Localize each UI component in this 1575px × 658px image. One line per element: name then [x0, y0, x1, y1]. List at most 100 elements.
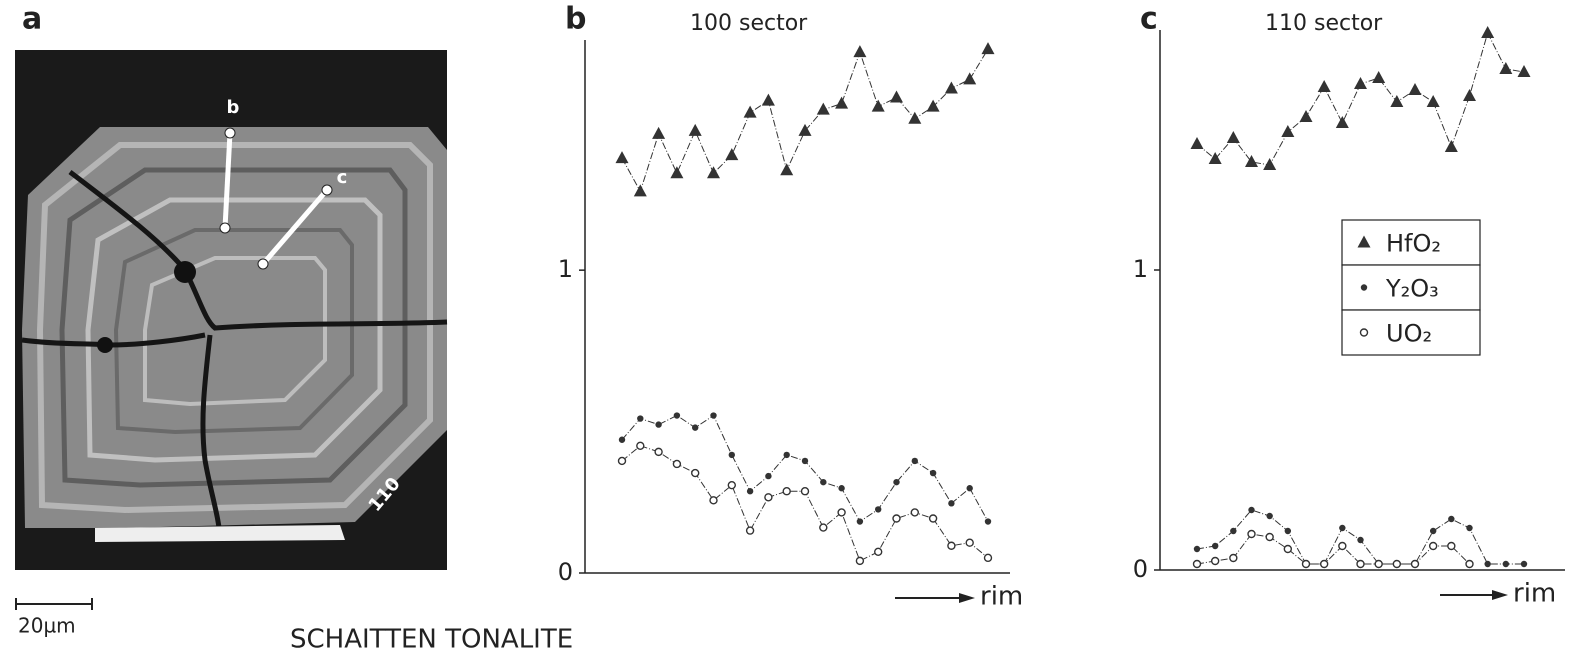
marker: [1372, 71, 1386, 83]
marker: [765, 472, 772, 480]
marker: [709, 496, 718, 505]
marker: [820, 478, 827, 486]
marker: [1284, 527, 1292, 535]
image-label: b: [227, 97, 240, 118]
marker: [1283, 544, 1293, 554]
series-line: [1196, 533, 1470, 565]
caption: SCHAITTEN TONALITE: [290, 625, 573, 655]
marker: [1192, 559, 1202, 569]
y-tick-label: 1: [558, 255, 573, 283]
marker: [911, 457, 918, 465]
marker: [1281, 125, 1295, 137]
marker: [1193, 545, 1201, 553]
y-tick-label: 0: [558, 558, 573, 586]
marker: [618, 436, 626, 443]
marker: [984, 518, 992, 525]
marker: [688, 123, 702, 136]
marker: [1520, 560, 1528, 568]
marker: [1481, 26, 1495, 38]
marker: [853, 45, 867, 58]
profile-end: [257, 258, 269, 270]
marker: [798, 123, 812, 136]
profile-line: [222, 132, 233, 229]
marker: [908, 111, 922, 124]
marker: [1354, 77, 1367, 89]
marker: [1374, 559, 1383, 569]
x-axis-label: rim: [1513, 579, 1556, 609]
marker: [1359, 328, 1369, 337]
series-line: [621, 48, 989, 193]
rim-arrow-head: [1492, 590, 1508, 600]
marker: [783, 451, 790, 459]
panel-label: b: [565, 2, 586, 37]
marker: [948, 500, 955, 507]
zone: [36, 142, 433, 514]
x-axis-label: rim: [980, 582, 1023, 612]
micrograph: [15, 50, 448, 570]
marker: [1392, 559, 1402, 569]
panel-label: a: [22, 2, 42, 37]
marker: [1266, 512, 1273, 520]
marker: [1265, 532, 1274, 542]
zone: [143, 256, 327, 407]
marker: [1210, 556, 1220, 566]
marker: [1466, 524, 1473, 532]
marker: [637, 415, 644, 422]
marker: [1499, 62, 1513, 74]
marker: [654, 447, 663, 457]
marker: [983, 553, 993, 563]
marker: [1444, 140, 1458, 152]
marker: [764, 493, 773, 502]
marker: [761, 93, 775, 106]
marker: [1484, 560, 1491, 568]
inclusion: [174, 261, 196, 283]
y-tick-label: 0: [1133, 555, 1148, 583]
marker: [965, 538, 974, 547]
marker: [710, 412, 717, 419]
marker: [1226, 131, 1240, 143]
marker: [692, 424, 699, 431]
marker: [782, 487, 791, 496]
marker: [652, 126, 666, 139]
marker: [838, 485, 845, 492]
marker: [707, 166, 720, 179]
marker: [926, 99, 940, 112]
marker: [780, 163, 794, 176]
marker: [1356, 559, 1365, 569]
marker: [801, 457, 809, 465]
marker: [1357, 235, 1371, 248]
marker: [655, 421, 662, 428]
marker: [874, 547, 883, 557]
marker: [1317, 80, 1331, 92]
series-line: [1196, 31, 1525, 166]
marker: [800, 487, 810, 496]
chart-title: 110 sector: [1265, 11, 1383, 36]
marker: [1229, 553, 1238, 563]
marker: [1230, 527, 1237, 535]
marker: [672, 459, 682, 469]
marker: [1248, 506, 1255, 514]
marker: [1208, 152, 1222, 164]
marker: [1502, 560, 1510, 568]
marker: [1360, 284, 1368, 291]
marker: [670, 166, 684, 179]
marker: [1465, 559, 1474, 569]
marker: [617, 456, 627, 466]
marker: [875, 506, 882, 513]
marker: [928, 514, 938, 523]
marker: [615, 151, 629, 164]
y-tick-label: 1: [1133, 255, 1148, 283]
marker: [819, 523, 828, 532]
marker: [633, 184, 647, 197]
profile-end: [224, 127, 236, 139]
marker: [856, 518, 864, 525]
marker: [1211, 542, 1219, 550]
marker: [1301, 559, 1311, 569]
rim-arrow-head: [959, 593, 975, 603]
marker: [1390, 95, 1404, 107]
marker: [835, 96, 849, 109]
legend-label: UO₂: [1386, 320, 1432, 348]
marker: [636, 441, 645, 451]
marker: [1448, 515, 1455, 523]
marker: [981, 42, 995, 55]
